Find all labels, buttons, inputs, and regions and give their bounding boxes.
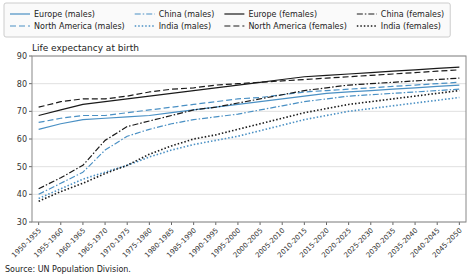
legend-label: China (males) [159,10,215,19]
series-line [39,85,460,129]
series-line [39,70,460,107]
legend-swatch [10,13,30,14]
legend-swatch [224,13,244,14]
legend-label: North America (females) [248,22,346,31]
plot-background [32,56,466,222]
series-line [39,67,460,115]
legend-label: India (males) [159,22,211,31]
legend-label: India (females) [381,22,441,31]
lines [39,67,460,201]
y-axis: 30 40 50 60 70 80 90 [17,52,466,227]
x-axis: 1950-19551955-19601960-19651965-19701970… [10,222,463,259]
tick-label: 40 [17,190,27,199]
series-line [39,98,460,199]
legend-frame [4,3,450,37]
legend-swatch [224,25,244,26]
axis-label: Life expectancy at birth [32,43,139,53]
tick-label: 70 [17,107,27,116]
series-line [39,82,460,122]
legend-label: North America (males) [34,22,125,31]
grid-line [32,139,466,140]
tick-label: 2045-2050 [431,227,464,260]
legend-label: Europe (females) [248,10,317,19]
tick-label: 30 [17,218,27,227]
chart: 30 40 50 60 70 80 90 1950-19551955-19601960-196… [0,0,474,276]
tick-label: 90 [17,52,27,61]
grid-line [32,194,466,195]
legend-label: Europe (males) [34,10,95,19]
grid-line [32,166,466,167]
series-line [39,91,460,202]
legend-swatch [135,25,155,27]
annotation: Source: UN Population Division. [5,265,131,274]
legend-swatch [10,25,30,26]
plot-frame [32,56,466,222]
legend: Europe (males) North America (males) China… [4,3,450,37]
tick-label: 60 [17,135,27,144]
legend-label: China (females) [381,10,444,19]
legend-swatch [135,13,155,14]
tick-label: 50 [17,163,27,172]
legend-swatch [357,25,377,27]
legend-swatch [357,13,377,14]
tick-label: 80 [17,80,27,89]
